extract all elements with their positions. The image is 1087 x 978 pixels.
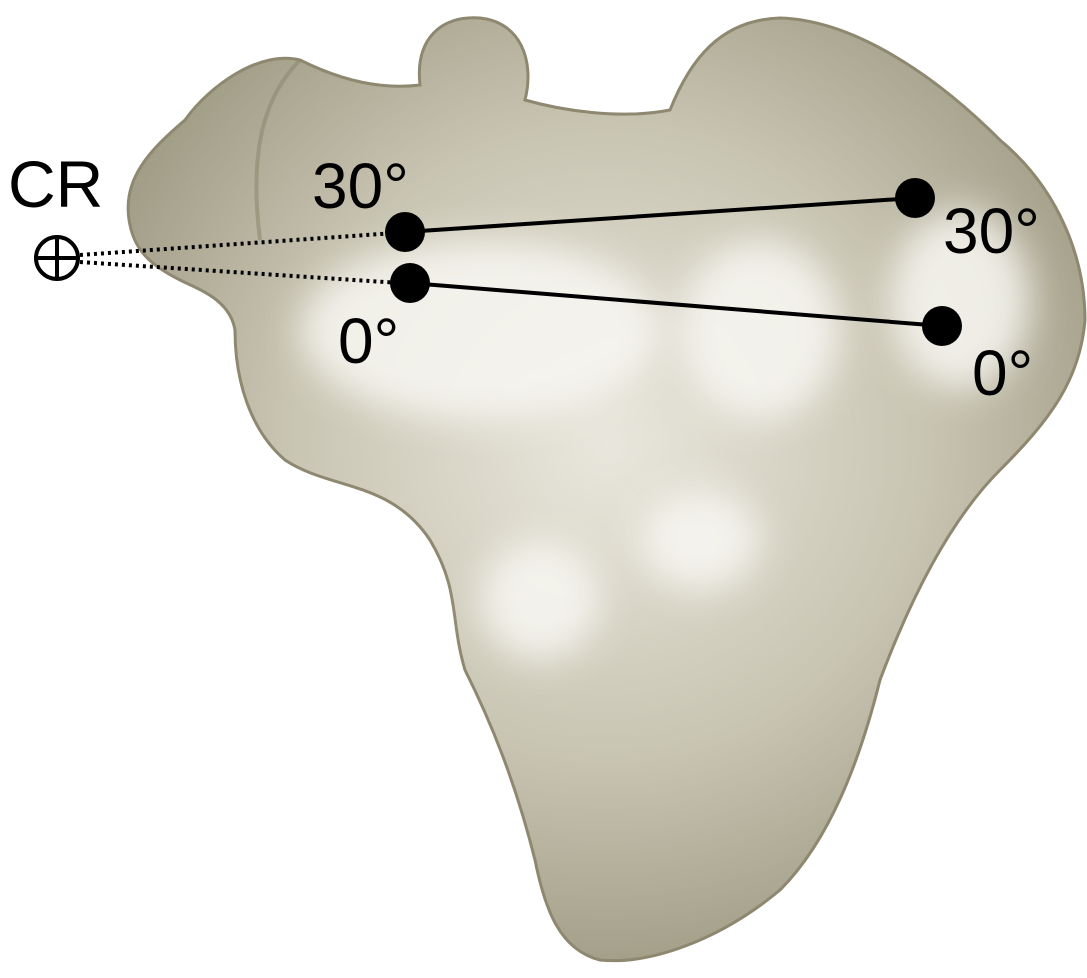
point-label: 0° bbox=[972, 337, 1033, 409]
cr-label: CR bbox=[8, 147, 103, 221]
point-label: 0° bbox=[338, 305, 399, 377]
cr-symbol bbox=[36, 237, 78, 279]
point-label: 30° bbox=[312, 150, 409, 222]
bone bbox=[128, 18, 1085, 961]
point-label: 30° bbox=[943, 195, 1040, 267]
page: {"cr_label": "CR", "points": [ {"label":… bbox=[0, 0, 1087, 973]
diagram: CR 30° 0° 30° 0° bbox=[0, 0, 1087, 973]
